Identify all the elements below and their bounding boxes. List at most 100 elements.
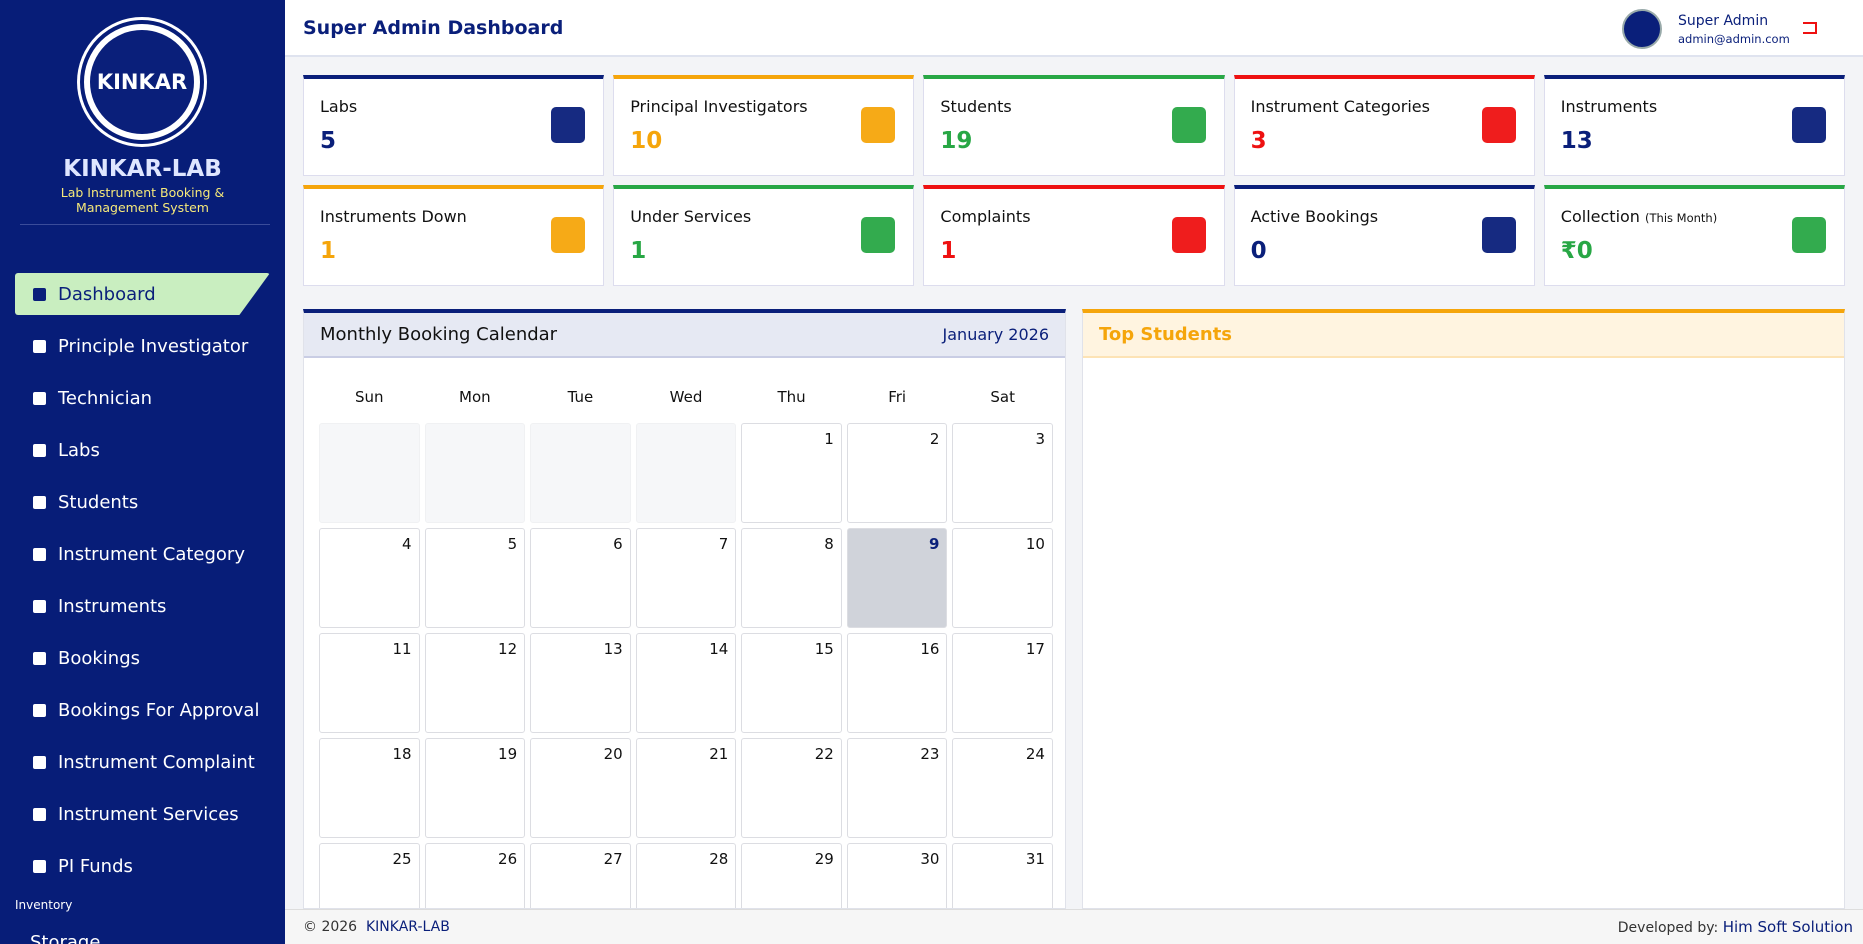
logout-button[interactable] bbox=[1803, 22, 1817, 34]
logo: KINKAR bbox=[80, 20, 204, 144]
menu-label: Instruments bbox=[58, 595, 167, 617]
menu-item[interactable]: Dashboard bbox=[15, 273, 270, 315]
menu-item[interactable]: Bookings For Approval bbox=[15, 689, 270, 731]
day-cell[interactable]: 17 bbox=[952, 633, 1053, 733]
header: Super Admin Dashboard Super Admin admin@… bbox=[285, 0, 1863, 57]
day-cell[interactable]: 13 bbox=[530, 633, 631, 733]
day-cell[interactable]: 19 bbox=[424, 738, 526, 838]
day-cell[interactable]: 31 bbox=[952, 843, 1053, 908]
day-cell[interactable]: 14 bbox=[635, 633, 737, 733]
day-cell[interactable]: 23 bbox=[846, 738, 948, 838]
day-cell[interactable]: 1 bbox=[741, 423, 842, 523]
stat-value: 3 bbox=[1250, 128, 1267, 154]
day-cell[interactable]: 21 bbox=[635, 738, 737, 838]
developer-name: Him Soft Solution bbox=[1722, 918, 1853, 936]
menu-item[interactable]: Bookings bbox=[15, 637, 270, 679]
weekday: Tue bbox=[567, 388, 594, 406]
day-cell[interactable]: 12 bbox=[424, 633, 526, 733]
day-cell[interactable]: 2 bbox=[846, 423, 948, 523]
day-cell[interactable]: 15 bbox=[741, 633, 842, 733]
stat-icon bbox=[551, 217, 586, 253]
menu-icon bbox=[33, 651, 46, 665]
day-cell[interactable]: 11 bbox=[319, 633, 420, 733]
menu-icon bbox=[33, 287, 46, 301]
day-cell[interactable]: 29 bbox=[741, 843, 842, 908]
day-cell[interactable]: 8 bbox=[741, 528, 842, 628]
day-cell[interactable]: 22 bbox=[741, 738, 842, 838]
stat-label: Collection bbox=[1560, 207, 1640, 226]
stat-card: Principal Investigators 10 bbox=[613, 75, 915, 176]
day-cell[interactable]: 9 bbox=[846, 528, 948, 628]
menu-item[interactable]: Instruments bbox=[15, 585, 270, 627]
blank-cell bbox=[319, 423, 420, 523]
menu-label: Dashboard bbox=[58, 283, 156, 305]
menu-label: Students bbox=[58, 491, 139, 513]
day-cell[interactable]: 5 bbox=[424, 528, 526, 628]
stat-label-wrap: Students bbox=[940, 97, 1207, 116]
day-cell[interactable]: 7 bbox=[635, 528, 737, 628]
stat-label-wrap: Instrument Categories bbox=[1251, 97, 1518, 116]
day-cell[interactable]: 28 bbox=[635, 843, 737, 908]
day-cell[interactable]: 10 bbox=[952, 528, 1053, 628]
stat-icon bbox=[861, 107, 896, 143]
stat-card: Instrument Categories 3 bbox=[1233, 75, 1535, 176]
stat-label-wrap: Instruments Down bbox=[320, 207, 587, 226]
day-cell[interactable]: 26 bbox=[424, 843, 526, 908]
stat-card: Instruments Down 1 bbox=[303, 185, 605, 286]
user-name: Super Admin bbox=[1678, 13, 1769, 29]
stat-note: (This Month) bbox=[1645, 211, 1718, 225]
avatar[interactable] bbox=[1622, 9, 1662, 49]
day-cell[interactable]: 6 bbox=[530, 528, 631, 628]
menu-icon bbox=[33, 391, 46, 405]
stat-card: Collection (This Month) ₹0 bbox=[1543, 185, 1845, 286]
menu-item[interactable]: Instrument Complaint bbox=[15, 741, 270, 783]
menu-item[interactable]: Technician bbox=[15, 377, 270, 419]
stat-card: Complaints 1 bbox=[923, 185, 1225, 286]
stat-value: ₹0 bbox=[1560, 238, 1593, 264]
stat-value: 1 bbox=[320, 238, 337, 264]
top-students-panel: Top Students bbox=[1082, 309, 1845, 909]
stat-label: Instruments Down bbox=[320, 207, 467, 226]
stat-label: Complaints bbox=[940, 207, 1031, 226]
menu-label: Bookings For Approval bbox=[58, 699, 260, 721]
menu-icon bbox=[33, 495, 46, 509]
day-cell[interactable]: 3 bbox=[952, 423, 1053, 523]
stat-label: Active Bookings bbox=[1250, 207, 1379, 226]
day-cell[interactable]: 18 bbox=[319, 738, 420, 838]
stat-icon bbox=[1481, 217, 1516, 253]
calendar-panel: Monthly Booking Calendar January 2026 Sun… bbox=[303, 309, 1066, 909]
stat-value: 10 bbox=[630, 128, 663, 154]
menu-icon bbox=[33, 547, 46, 561]
menu-item[interactable]: PI Funds bbox=[15, 845, 270, 887]
menu-label: Technician bbox=[58, 387, 153, 409]
menu-label: Labs bbox=[58, 439, 100, 461]
menu-label: Instrument Complaint bbox=[58, 751, 255, 773]
menu-label: Instrument Category bbox=[58, 543, 245, 565]
stat-label: Instrument Categories bbox=[1250, 97, 1430, 116]
copyright: © 2026 KINKAR-LAB bbox=[303, 919, 450, 935]
stat-value: 1 bbox=[940, 238, 957, 264]
footer-brand: KINKAR-LAB bbox=[366, 919, 450, 935]
menu-label: Instrument Services bbox=[58, 803, 239, 825]
menu-item[interactable]: Principle Investigator bbox=[15, 325, 270, 367]
day-cell[interactable]: 27 bbox=[530, 843, 631, 908]
menu-item[interactable]: Labs bbox=[15, 429, 270, 471]
weekday: Wed bbox=[669, 388, 703, 406]
menu-item[interactable]: Storage bbox=[30, 932, 101, 944]
day-cell[interactable]: 16 bbox=[846, 633, 948, 733]
menu-item[interactable]: Instrument Services bbox=[15, 793, 270, 835]
menu-item[interactable]: Students bbox=[15, 481, 270, 523]
day-cell[interactable]: 30 bbox=[846, 843, 948, 908]
menu-item[interactable]: Instrument Category bbox=[15, 533, 270, 575]
day-cell[interactable]: 25 bbox=[319, 843, 420, 908]
day-cell[interactable]: 24 bbox=[952, 738, 1053, 838]
stat-label-wrap: Complaints bbox=[940, 207, 1207, 226]
stat-label: Principal Investigators bbox=[630, 97, 808, 116]
day-cell[interactable]: 4 bbox=[319, 528, 420, 628]
stat-card: Under Services 1 bbox=[613, 185, 915, 286]
day-cell[interactable]: 20 bbox=[530, 738, 631, 838]
weekday: Mon bbox=[459, 388, 491, 406]
weekday: Fri bbox=[888, 388, 907, 406]
